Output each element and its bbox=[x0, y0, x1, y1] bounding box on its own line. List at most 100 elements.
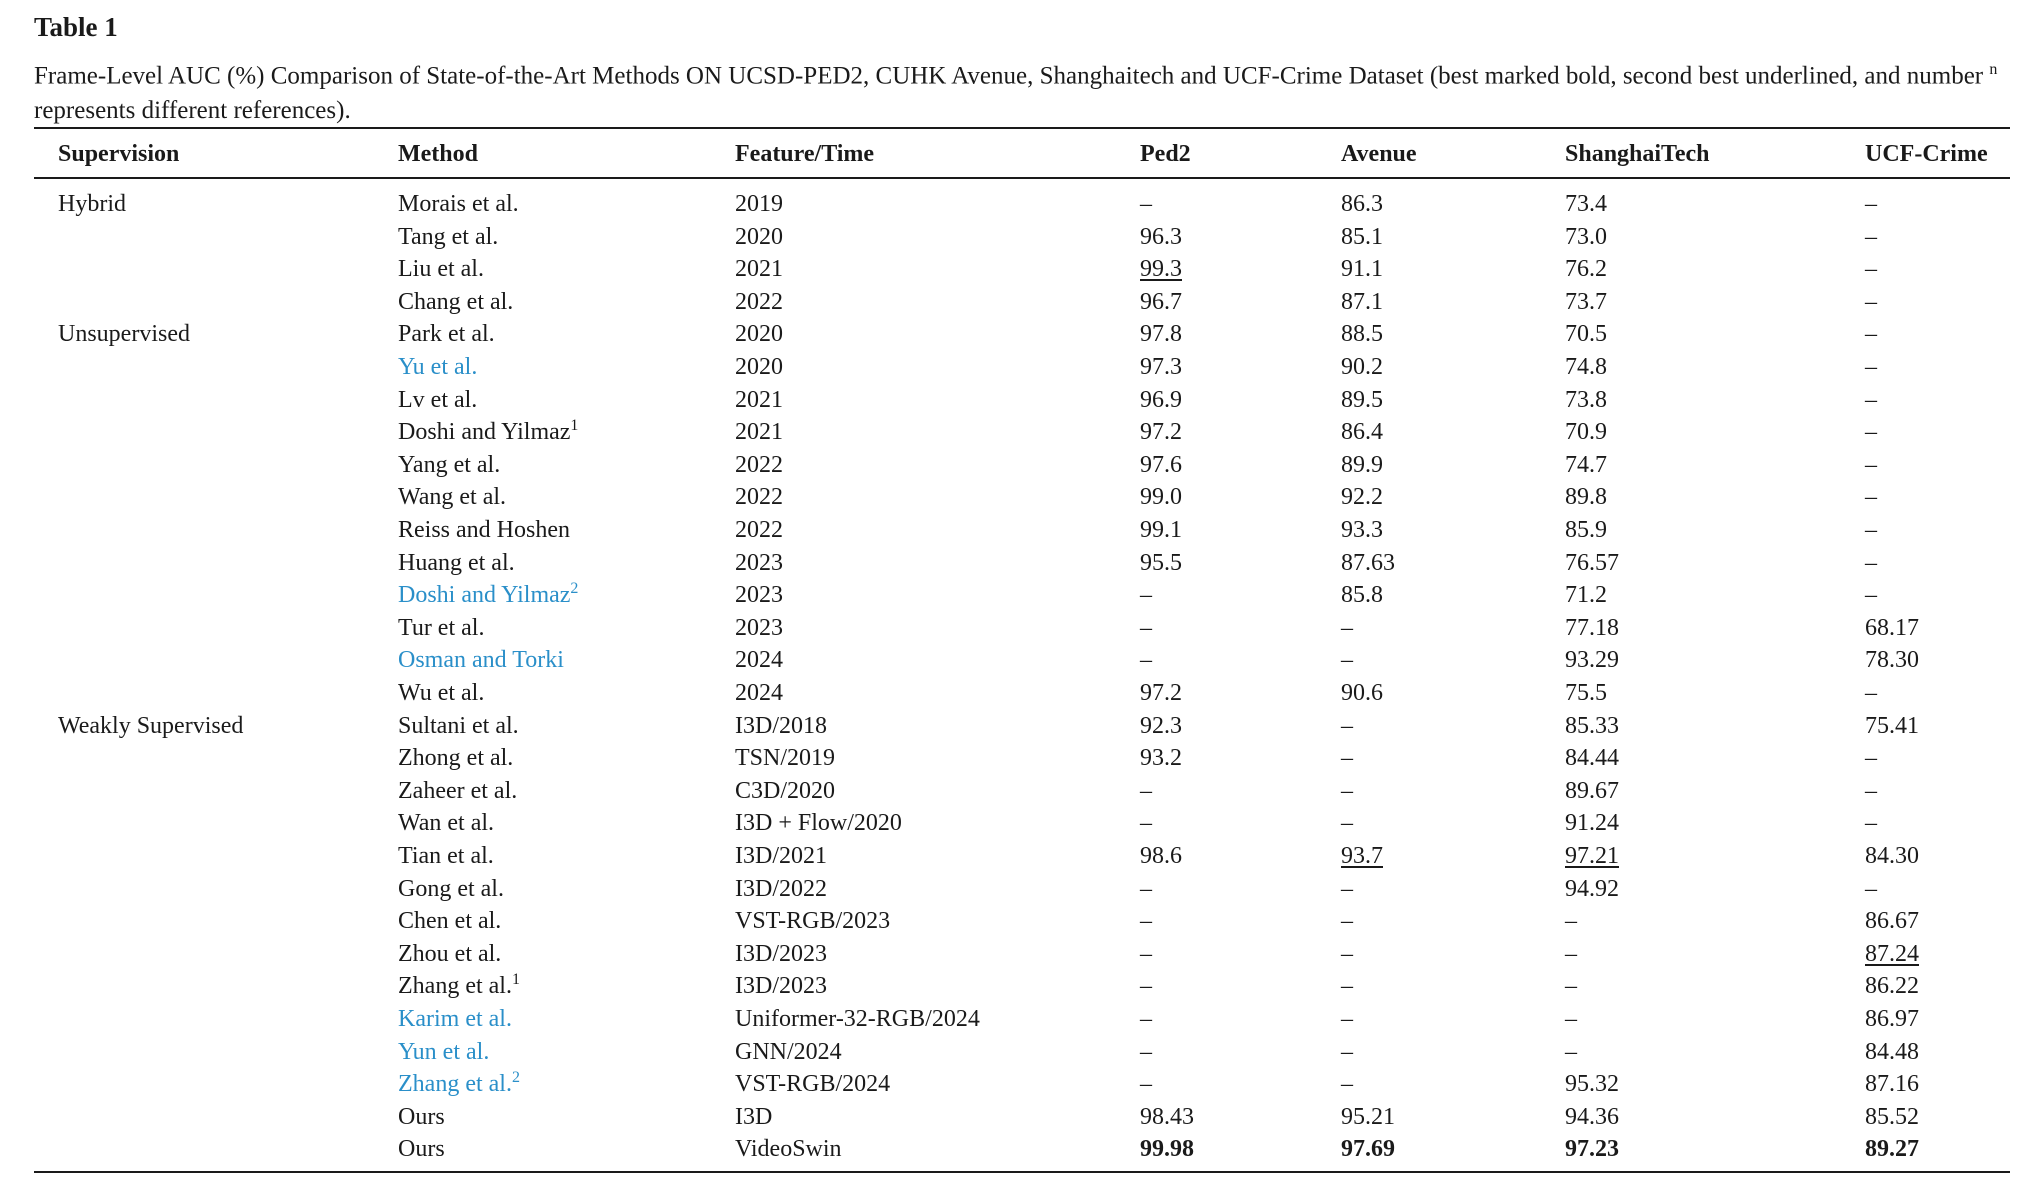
auc-cell: 68.17 bbox=[1865, 614, 1919, 641]
auc-cell: 71.2 bbox=[1565, 582, 1607, 609]
auc-cell: 97.2 bbox=[1140, 680, 1182, 706]
feature-cell: 2022 bbox=[735, 484, 783, 511]
method-cell: Reiss and Hoshen bbox=[398, 515, 570, 545]
method-cell: Morais et al. bbox=[398, 189, 519, 219]
auc-cell: – bbox=[1865, 419, 1877, 446]
method-name: Chen et al. bbox=[398, 908, 502, 935]
method-cell: Zhou et al. bbox=[398, 939, 501, 969]
feature-cell: 2021 bbox=[735, 386, 783, 413]
feature-cell: 2022 bbox=[735, 288, 783, 315]
method-cell: Sultani et al. bbox=[398, 711, 519, 741]
auc-cell: 91.1 bbox=[1341, 256, 1383, 283]
auc-cell: – bbox=[1865, 386, 1877, 413]
feature-cell: I3D bbox=[735, 1103, 773, 1130]
auc-cell: 75.5 bbox=[1565, 680, 1607, 706]
method-cell: Chang et al. bbox=[398, 287, 513, 317]
auc-cell: 86.4 bbox=[1341, 419, 1383, 446]
auc-cell: 86.67 bbox=[1865, 908, 1919, 935]
auc-cell: – bbox=[1865, 777, 1877, 804]
reference-number: 2 bbox=[570, 580, 579, 598]
auc-cell: – bbox=[1865, 288, 1877, 315]
auc-cell: – bbox=[1865, 354, 1877, 380]
auc-cell: – bbox=[1341, 973, 1353, 1000]
method-cell: Tian et al. bbox=[398, 841, 494, 871]
method-name: Osman and Torki bbox=[398, 647, 564, 674]
feature-cell: 2023 bbox=[735, 549, 783, 576]
method-cell: Karim et al. bbox=[398, 1004, 512, 1034]
column-header: ShanghaiTech bbox=[1565, 141, 1710, 167]
auc-cell: – bbox=[1565, 973, 1577, 1000]
auc-cell: – bbox=[1341, 745, 1353, 772]
auc-cell: 97.6 bbox=[1140, 451, 1182, 478]
auc-cell: – bbox=[1140, 614, 1152, 641]
method-cell: Huang et al. bbox=[398, 548, 515, 578]
method-name: Yu et al. bbox=[398, 354, 478, 380]
auc-cell: 85.33 bbox=[1565, 712, 1619, 739]
auc-cell: 70.9 bbox=[1565, 419, 1607, 446]
auc-cell: – bbox=[1865, 484, 1877, 511]
table-caption: Frame-Level AUC (%) Comparison of State-… bbox=[34, 52, 2014, 128]
method-cell: Gong et al. bbox=[398, 874, 504, 904]
auc-cell: 93.29 bbox=[1565, 647, 1619, 674]
auc-cell: – bbox=[1140, 191, 1152, 217]
auc-cell: – bbox=[1865, 582, 1877, 609]
auc-cell: 77.18 bbox=[1565, 614, 1619, 641]
auc-cell: 76.2 bbox=[1565, 256, 1607, 283]
method-name: Tian et al. bbox=[398, 843, 494, 869]
column-header: Method bbox=[398, 141, 478, 167]
auc-cell: – bbox=[1140, 777, 1152, 804]
auc-cell: 99.3 bbox=[1140, 256, 1182, 283]
feature-cell: VST-RGB/2024 bbox=[735, 1071, 891, 1098]
auc-cell: – bbox=[1341, 875, 1353, 902]
method-name: Zhong et al. bbox=[398, 745, 514, 772]
feature-cell: 2021 bbox=[735, 256, 783, 283]
feature-cell: 2022 bbox=[735, 451, 783, 478]
auc-cell: 99.1 bbox=[1140, 517, 1182, 543]
method-name: Chang et al. bbox=[398, 288, 514, 315]
method-name: Zhou et al. bbox=[398, 940, 502, 967]
auc-cell: 84.30 bbox=[1865, 843, 1919, 869]
auc-cell: – bbox=[1341, 810, 1353, 837]
feature-cell: I3D + Flow/2020 bbox=[735, 810, 902, 837]
method-name: Morais et al. bbox=[398, 191, 519, 217]
auc-cell: 74.8 bbox=[1565, 354, 1607, 380]
column-header: Feature/Time bbox=[735, 141, 875, 167]
method-name: Huang et al. bbox=[398, 549, 515, 576]
method-name: Reiss and Hoshen bbox=[398, 517, 570, 543]
auc-cell: 73.7 bbox=[1565, 288, 1607, 315]
method-cell: Tur et al. bbox=[398, 613, 484, 643]
auc-cell: 91.24 bbox=[1565, 810, 1619, 837]
method-name: Doshi and Yilmaz bbox=[398, 419, 571, 446]
auc-cell: 87.16 bbox=[1865, 1071, 1919, 1098]
method-cell: Zhang et al.2 bbox=[398, 1069, 520, 1099]
method-name: Zhang et al. bbox=[398, 973, 512, 1000]
feature-cell: 2020 bbox=[735, 354, 783, 380]
method-cell: Osman and Torki bbox=[398, 645, 564, 675]
reference-number: 1 bbox=[570, 417, 579, 435]
auc-cell: 97.3 bbox=[1140, 354, 1182, 380]
auc-cell: 76.57 bbox=[1565, 549, 1619, 576]
auc-cell: 87.24 bbox=[1865, 940, 1919, 967]
auc-cell: 86.22 bbox=[1865, 973, 1919, 1000]
auc-cell: – bbox=[1341, 1006, 1353, 1032]
auc-cell: 74.7 bbox=[1565, 451, 1607, 478]
auc-cell: – bbox=[1865, 451, 1877, 478]
auc-cell: 84.44 bbox=[1565, 745, 1619, 772]
method-name: Yang et al. bbox=[398, 451, 501, 478]
method-cell: Wan et al. bbox=[398, 808, 494, 838]
column-header: Avenue bbox=[1341, 141, 1417, 167]
auc-cell: 92.3 bbox=[1140, 712, 1182, 739]
auc-cell: 93.7 bbox=[1341, 843, 1383, 869]
auc-cell: 73.0 bbox=[1565, 223, 1607, 250]
reference-number: 1 bbox=[511, 971, 520, 989]
method-cell: Doshi and Yilmaz1 bbox=[398, 417, 578, 447]
feature-cell: 2023 bbox=[735, 614, 783, 641]
auc-cell: – bbox=[1565, 1038, 1577, 1065]
auc-cell: – bbox=[1140, 1006, 1152, 1032]
auc-cell: – bbox=[1865, 517, 1877, 543]
auc-cell: 95.21 bbox=[1341, 1103, 1395, 1130]
auc-cell: – bbox=[1140, 908, 1152, 935]
auc-cell: 89.27 bbox=[1865, 1136, 1919, 1163]
auc-cell: 92.2 bbox=[1341, 484, 1383, 511]
